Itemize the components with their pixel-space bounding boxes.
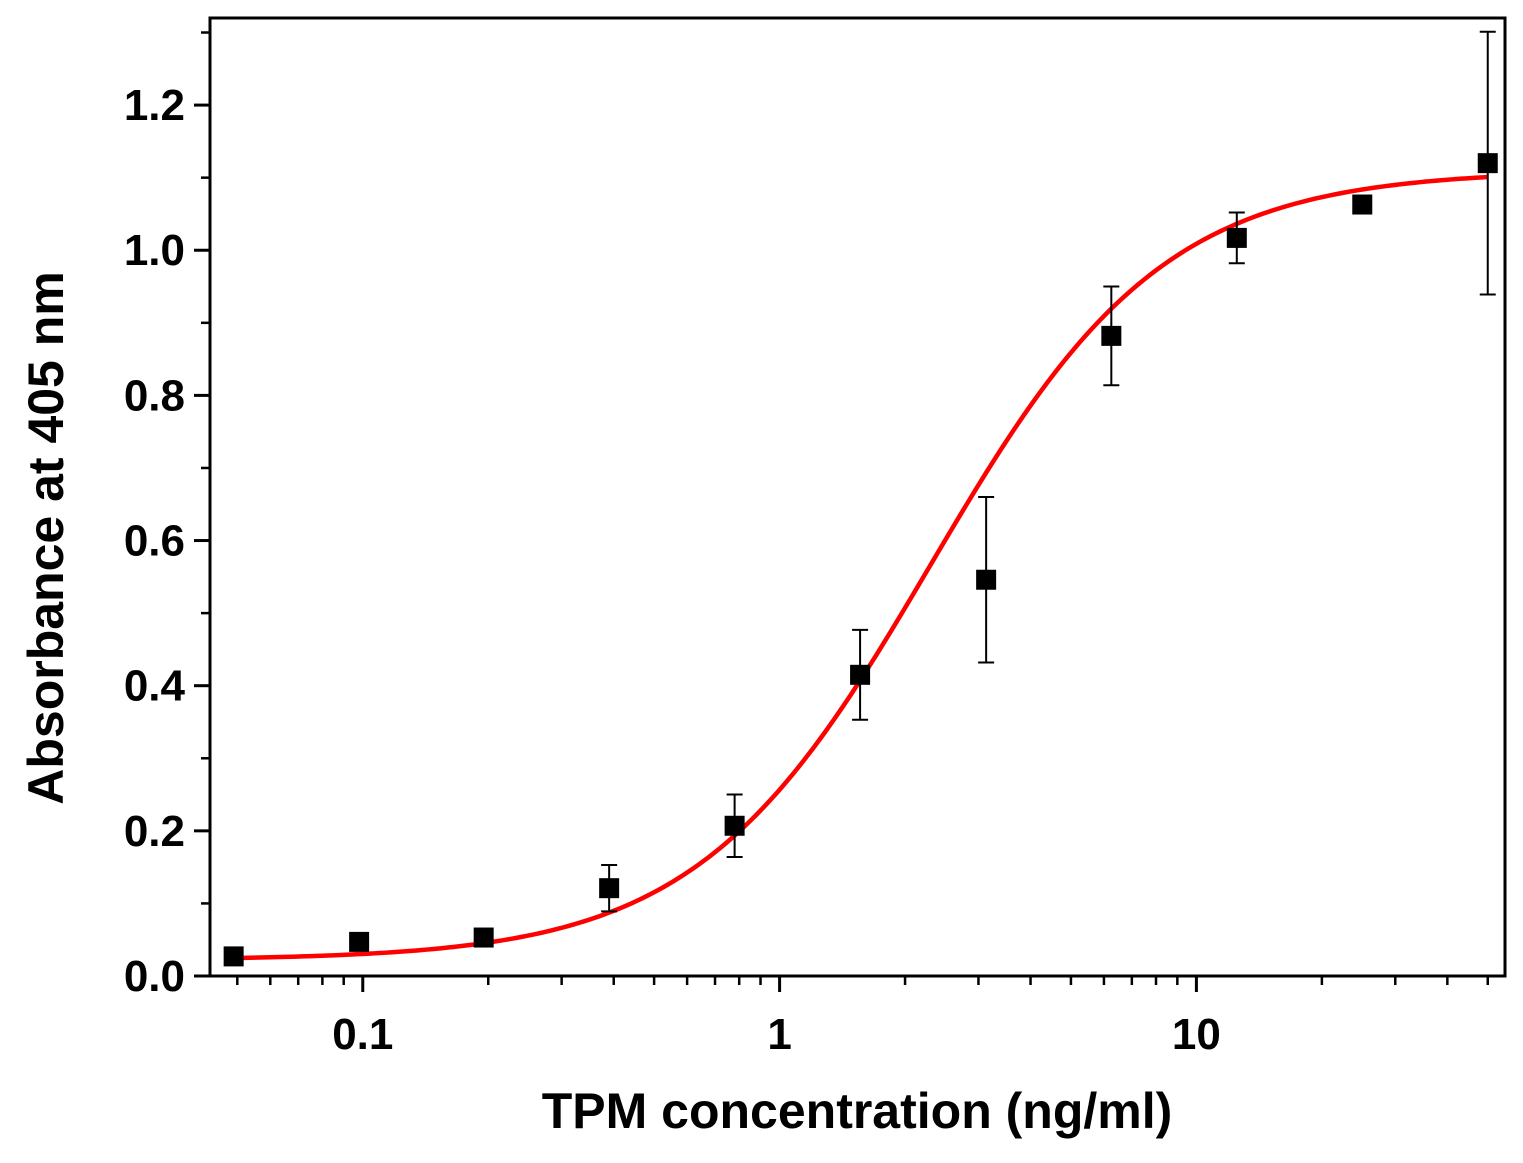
y-axis-title: Absorbance at 405 nm xyxy=(18,271,74,805)
data-point xyxy=(349,931,370,952)
data-point xyxy=(473,927,494,948)
data-point xyxy=(976,569,997,590)
fit-curve xyxy=(233,174,1488,961)
x-axis-ticks: 0.1 1 10 xyxy=(236,976,1489,1059)
data-point xyxy=(850,664,871,685)
x-tick-label: 1 xyxy=(767,1010,791,1059)
y-tick-label: 0.2 xyxy=(124,807,185,856)
data-point xyxy=(724,815,745,836)
x-axis-title: TPM concentration (ng/ml) xyxy=(542,1083,1173,1139)
x-tick-label: 10 xyxy=(1172,1010,1221,1059)
data-point xyxy=(1352,194,1373,215)
data-point xyxy=(223,946,244,967)
point-layer xyxy=(223,153,1498,967)
plot-frame xyxy=(208,16,1507,978)
y-axis-ticks: 0.0 0.2 0.4 0.6 0.8 1.0 1.2 xyxy=(124,31,210,1001)
y-tick-label: 1.0 xyxy=(124,226,185,275)
fit-layer xyxy=(233,174,1488,961)
y-tick-label: 1.2 xyxy=(124,81,185,130)
x-tick-label: 0.1 xyxy=(332,1010,393,1059)
y-tick-label: 0.6 xyxy=(124,517,185,566)
data-point xyxy=(1477,153,1498,174)
data-point xyxy=(1226,227,1247,248)
y-tick-label: 0.4 xyxy=(124,662,186,711)
y-tick-label: 0.8 xyxy=(124,371,185,420)
data-point xyxy=(599,878,620,899)
y-tick-label: 0.0 xyxy=(124,952,185,1001)
error-bar-layer xyxy=(601,30,1496,913)
data-point xyxy=(1101,325,1122,346)
